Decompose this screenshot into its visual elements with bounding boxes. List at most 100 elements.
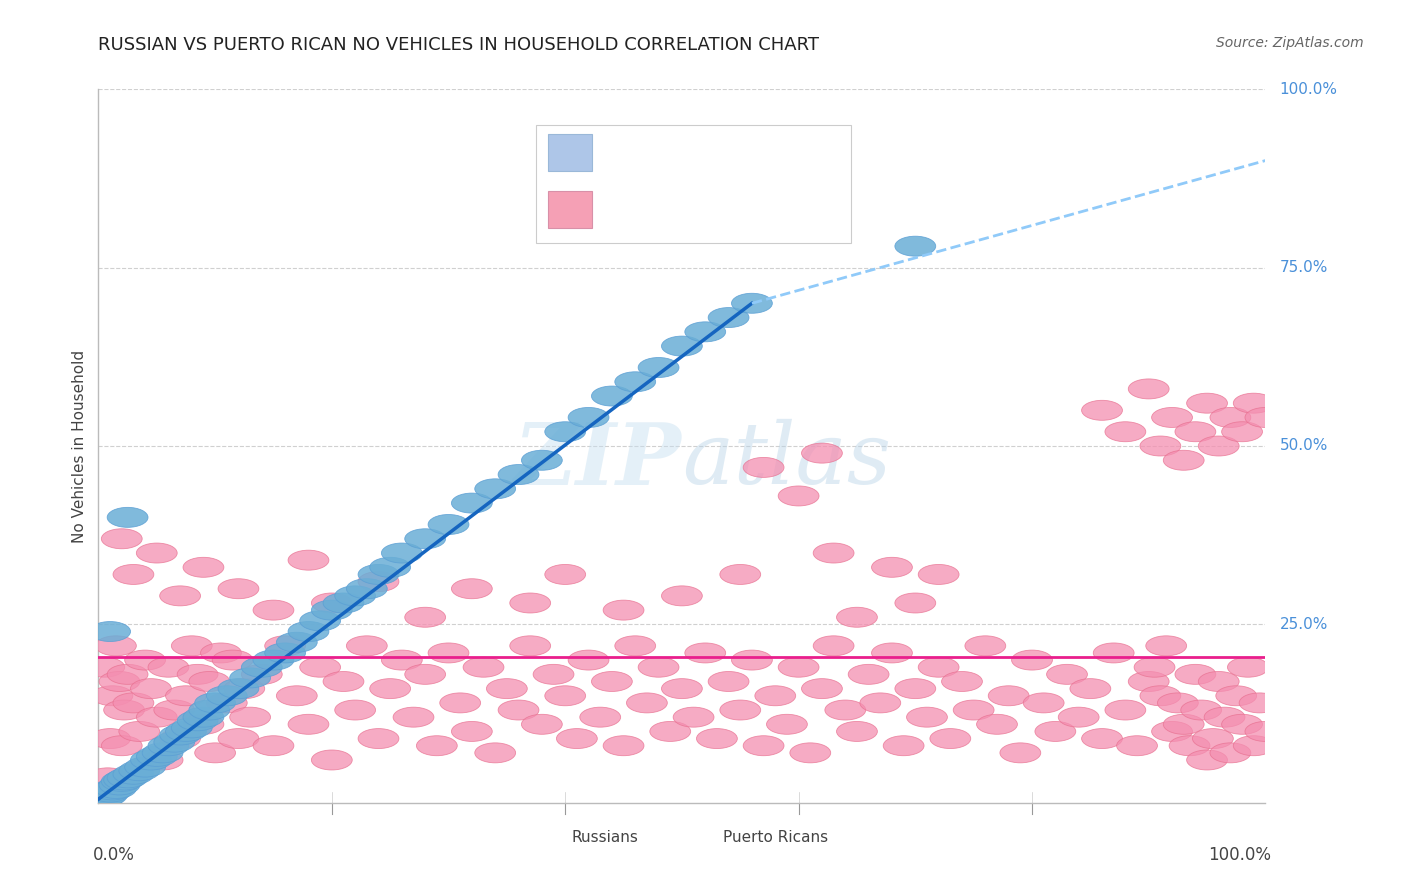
Ellipse shape (218, 729, 259, 748)
Ellipse shape (125, 757, 166, 777)
Ellipse shape (101, 736, 142, 756)
Ellipse shape (218, 679, 259, 698)
Ellipse shape (440, 693, 481, 713)
FancyBboxPatch shape (682, 826, 714, 849)
Ellipse shape (82, 789, 122, 809)
Ellipse shape (183, 714, 224, 734)
Ellipse shape (153, 700, 194, 720)
Ellipse shape (177, 711, 218, 731)
Ellipse shape (188, 700, 229, 720)
Text: Source: ZipAtlas.com: Source: ZipAtlas.com (1216, 36, 1364, 50)
Ellipse shape (131, 750, 172, 770)
Ellipse shape (335, 586, 375, 606)
Ellipse shape (288, 622, 329, 641)
Text: 75.0%: 75.0% (1279, 260, 1327, 275)
Ellipse shape (813, 636, 853, 656)
Ellipse shape (96, 779, 136, 798)
Ellipse shape (1157, 693, 1198, 713)
Ellipse shape (136, 747, 177, 766)
Ellipse shape (1046, 665, 1087, 684)
Ellipse shape (112, 693, 153, 713)
Ellipse shape (720, 565, 761, 584)
Ellipse shape (160, 586, 201, 606)
Text: 0.0%: 0.0% (93, 846, 135, 863)
Ellipse shape (778, 486, 820, 506)
Ellipse shape (918, 657, 959, 677)
Ellipse shape (91, 780, 132, 800)
Ellipse shape (988, 686, 1029, 706)
Ellipse shape (253, 600, 294, 620)
Ellipse shape (614, 636, 655, 656)
Ellipse shape (98, 775, 139, 795)
Ellipse shape (166, 686, 207, 706)
FancyBboxPatch shape (536, 125, 851, 243)
Ellipse shape (685, 643, 725, 663)
Ellipse shape (91, 686, 132, 706)
Ellipse shape (96, 636, 136, 656)
Text: ZIP: ZIP (515, 418, 682, 502)
Ellipse shape (104, 700, 145, 720)
Ellipse shape (323, 593, 364, 613)
Ellipse shape (942, 672, 983, 691)
Ellipse shape (813, 543, 853, 563)
Ellipse shape (172, 718, 212, 738)
Ellipse shape (207, 693, 247, 713)
Ellipse shape (427, 643, 470, 663)
Ellipse shape (370, 679, 411, 698)
Ellipse shape (1192, 729, 1233, 748)
Ellipse shape (638, 358, 679, 377)
FancyBboxPatch shape (530, 826, 562, 849)
Ellipse shape (627, 693, 668, 713)
Ellipse shape (166, 722, 207, 741)
Ellipse shape (1128, 672, 1170, 691)
Ellipse shape (405, 529, 446, 549)
Y-axis label: No Vehicles in Household: No Vehicles in Household (72, 350, 87, 542)
Ellipse shape (603, 600, 644, 620)
Ellipse shape (544, 686, 586, 706)
Ellipse shape (533, 665, 574, 684)
Ellipse shape (744, 736, 785, 756)
Text: N =  59: N = 59 (734, 143, 803, 161)
Ellipse shape (107, 665, 148, 684)
Ellipse shape (359, 565, 399, 584)
Ellipse shape (953, 700, 994, 720)
Ellipse shape (568, 650, 609, 670)
Ellipse shape (1170, 736, 1211, 756)
Ellipse shape (101, 772, 142, 791)
Ellipse shape (907, 707, 948, 727)
Ellipse shape (1187, 393, 1227, 413)
Ellipse shape (1227, 657, 1268, 677)
Ellipse shape (148, 657, 188, 677)
Ellipse shape (1211, 743, 1251, 763)
Ellipse shape (288, 550, 329, 570)
Ellipse shape (1094, 643, 1135, 663)
Ellipse shape (744, 458, 785, 477)
Ellipse shape (510, 636, 551, 656)
Text: R = 0.542: R = 0.542 (606, 143, 696, 161)
Ellipse shape (153, 732, 194, 752)
Ellipse shape (125, 650, 166, 670)
Ellipse shape (977, 714, 1018, 734)
Ellipse shape (894, 679, 936, 698)
Ellipse shape (498, 700, 538, 720)
Ellipse shape (323, 672, 364, 691)
Ellipse shape (801, 679, 842, 698)
Ellipse shape (1081, 401, 1122, 420)
Ellipse shape (201, 643, 242, 663)
Ellipse shape (592, 672, 633, 691)
Ellipse shape (579, 707, 620, 727)
Ellipse shape (614, 372, 655, 392)
Text: R = 0.001: R = 0.001 (606, 200, 696, 218)
Ellipse shape (1000, 743, 1040, 763)
Ellipse shape (1140, 436, 1181, 456)
Ellipse shape (522, 714, 562, 734)
Ellipse shape (522, 450, 562, 470)
Ellipse shape (311, 593, 353, 613)
Ellipse shape (709, 308, 749, 327)
Ellipse shape (183, 707, 224, 727)
Ellipse shape (1204, 707, 1244, 727)
Ellipse shape (557, 729, 598, 748)
Ellipse shape (160, 725, 201, 745)
Ellipse shape (1233, 736, 1274, 756)
Ellipse shape (755, 686, 796, 706)
